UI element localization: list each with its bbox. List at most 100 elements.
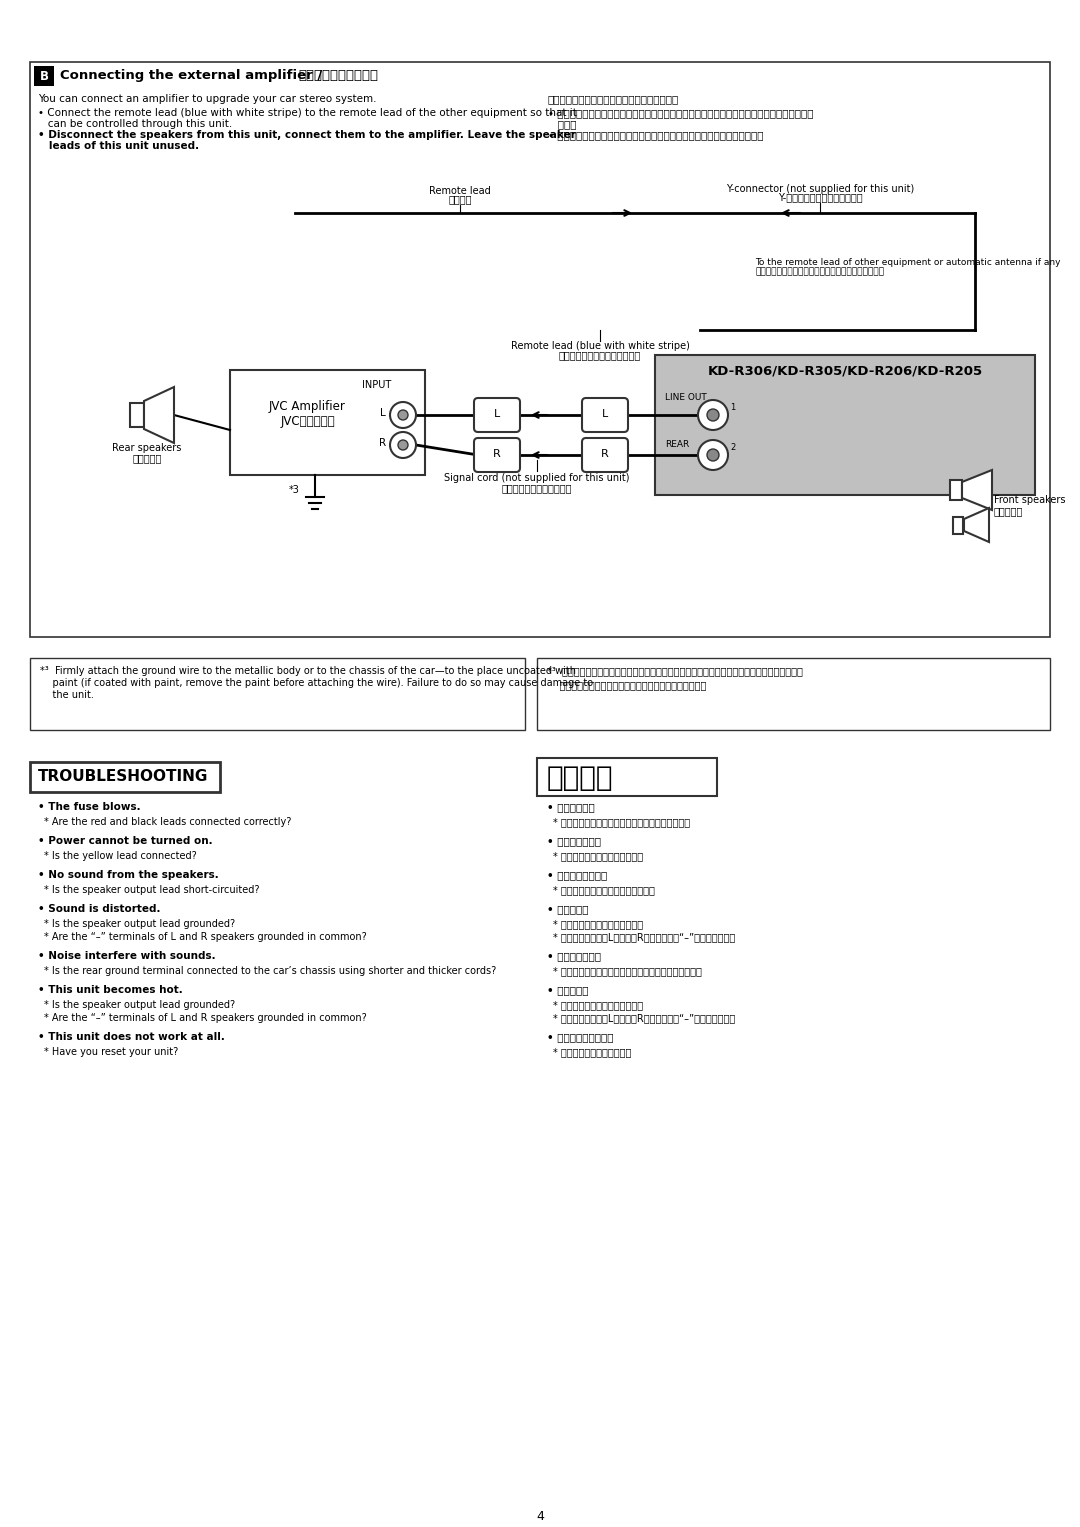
- Bar: [30, 658, 525, 730]
- Text: Remote lead: Remote lead: [429, 186, 491, 195]
- Text: 遠控導線: 遠控導線: [448, 194, 472, 205]
- Text: INPUT: INPUT: [363, 380, 392, 389]
- Text: • Power cannot be turned on.: • Power cannot be turned on.: [38, 835, 213, 846]
- Bar: [654, 354, 1035, 495]
- Polygon shape: [964, 508, 989, 542]
- Circle shape: [399, 440, 408, 450]
- Text: 後置揚聲器: 後置揚聲器: [133, 454, 162, 463]
- Text: 信號導線（不隨本機提供）: 信號導線（不隨本機提供）: [502, 483, 572, 493]
- Polygon shape: [962, 470, 993, 510]
- Circle shape: [390, 402, 416, 428]
- Text: * Have you reset your unit?: * Have you reset your unit?: [44, 1048, 178, 1057]
- Text: * 檢查揚聲器的左（L）、右（R）端子的負極“–”是否共同接地？: * 檢查揚聲器的左（L）、右（R）端子的負極“–”是否共同接地？: [553, 931, 735, 942]
- Circle shape: [707, 449, 719, 461]
- Text: Y-型連接導線（不隨本機提供）: Y-型連接導線（不隨本機提供）: [778, 192, 862, 202]
- Text: leads of this unit unused.: leads of this unit unused.: [38, 140, 199, 151]
- Text: To the remote lead of other equipment or automatic antenna if any: To the remote lead of other equipment or…: [755, 258, 1061, 267]
- Text: LINE OUT: LINE OUT: [665, 392, 706, 402]
- Text: • This unit becomes hot.: • This unit becomes hot.: [38, 985, 183, 996]
- Polygon shape: [144, 386, 174, 443]
- Text: *³  Firmly attach the ground wire to the metallic body or to the chassis of the : *³ Firmly attach the ground wire to the …: [40, 666, 576, 676]
- Bar: [537, 757, 717, 796]
- Circle shape: [707, 409, 719, 421]
- Text: * Are the “–” terminals of L and R speakers grounded in common?: * Are the “–” terminals of L and R speak…: [44, 931, 367, 942]
- Bar: [230, 370, 426, 475]
- Text: * 檢查揚聲器的左（L）、右（R）端子的負極“–”是否共同接地？: * 檢查揚聲器的左（L）、右（R）端子的負極“–”是否共同接地？: [553, 1012, 735, 1023]
- Text: • 將揚聲器和本機斷開，再接上功率放大器，將本機的揚聲器接線放置不用。: • 將揚聲器和本機斷開，再接上功率放大器，將本機的揚聲器接線放置不用。: [548, 130, 764, 140]
- Text: * Is the speaker output lead short-circuited?: * Is the speaker output lead short-circu…: [44, 886, 259, 895]
- Text: * 檢查紅色導線接頭和黑色導線接頭是否接線正確？: * 檢查紅色導線接頭和黑色導線接頭是否接線正確？: [553, 817, 690, 828]
- Text: • 保陽絲燒斷。: • 保陽絲燒斷。: [546, 802, 595, 812]
- Text: *3: *3: [289, 486, 300, 495]
- Text: * 後接地端子與車身是否是使用較短和較粗的電線連接？: * 後接地端子與車身是否是使用較短和較粗的電線連接？: [553, 967, 702, 976]
- Text: R: R: [494, 449, 501, 460]
- Text: REAR: REAR: [665, 440, 689, 449]
- Text: • This unit does not work at all.: • This unit does not work at all.: [38, 1032, 225, 1041]
- FancyArrow shape: [144, 402, 172, 429]
- Circle shape: [390, 432, 416, 458]
- Text: *³  將接地線牢固連接在汽車金屬賭體或底盤，連接處沒有油漆淊題（如果已湯上油漆，在連接電: *³ 將接地線牢固連接在汽車金屬賭體或底盤，連接處沒有油漆淊題（如果已湯上油漆，…: [546, 666, 802, 676]
- Text: * Is the rear ground terminal connected to the car’s chassis using shorter and t: * Is the rear ground terminal connected …: [44, 967, 496, 976]
- Bar: [30, 63, 1050, 637]
- Text: 4: 4: [536, 1510, 544, 1522]
- Text: • Disconnect the speakers from this unit, connect them to the amplifier. Leave t: • Disconnect the speakers from this unit…: [38, 130, 576, 140]
- Text: paint (if coated with paint, remove the paint before attaching the wire). Failur: paint (if coated with paint, remove the …: [40, 678, 593, 689]
- Text: 故障排除: 故障排除: [546, 764, 613, 793]
- Text: TROUBLESHOOTING: TROUBLESHOOTING: [38, 770, 208, 783]
- Bar: [130, 403, 144, 428]
- Text: L: L: [380, 408, 386, 418]
- FancyBboxPatch shape: [582, 438, 627, 472]
- Text: * Are the red and black leads connected correctly?: * Are the red and black leads connected …: [44, 817, 292, 828]
- Text: 2: 2: [730, 443, 735, 452]
- Text: • Noise interfere with sounds.: • Noise interfere with sounds.: [38, 951, 216, 960]
- Text: JVC Amplifier: JVC Amplifier: [269, 400, 346, 412]
- Bar: [953, 518, 963, 534]
- Text: R: R: [379, 438, 387, 447]
- Text: 連接至外部功率放大器: 連接至外部功率放大器: [298, 69, 378, 82]
- Text: 遠控導線（藍色帶有白色条絋）: 遠控導線（藍色帶有白色条絋）: [558, 350, 642, 360]
- Text: Remote lead (blue with white stripe): Remote lead (blue with white stripe): [511, 341, 689, 351]
- Text: * Is the speaker output lead grounded?: * Is the speaker output lead grounded?: [44, 1000, 235, 1009]
- Text: Signal cord (not supplied for this unit): Signal cord (not supplied for this unit): [444, 473, 630, 483]
- Text: Connecting the external amplifier /: Connecting the external amplifier /: [60, 69, 327, 82]
- Text: Rear speakers: Rear speakers: [112, 443, 181, 454]
- Text: * 檢查揚聲器輸出導線接頭是否短路？: * 檢查揚聲器輸出導線接頭是否短路？: [553, 886, 654, 895]
- Text: • Sound is distorted.: • Sound is distorted.: [38, 904, 161, 915]
- Text: L: L: [494, 409, 500, 418]
- Text: B: B: [40, 70, 49, 82]
- Text: 1: 1: [730, 403, 735, 412]
- Text: L: L: [602, 409, 608, 418]
- Text: * 檢查揚聲器輸出端子是否接地？: * 檢查揚聲器輸出端子是否接地？: [553, 919, 643, 928]
- Text: * Is the yellow lead connected?: * Is the yellow lead connected?: [44, 851, 197, 861]
- Text: Front speakers: Front speakers: [994, 495, 1066, 505]
- Text: • 將遠控導線（藍色帶有白色条絋）和其他裝置上的遠控導線連接起來，以便可以經由本機進行: • 將遠控導線（藍色帶有白色条絋）和其他裝置上的遠控導線連接起來，以便可以經由本…: [548, 108, 813, 118]
- Text: can be controlled through this unit.: can be controlled through this unit.: [38, 119, 232, 128]
- FancyBboxPatch shape: [474, 438, 519, 472]
- Text: • The fuse blows.: • The fuse blows.: [38, 802, 140, 812]
- Text: KD-R306/KD-R305/KD-R206/KD-R205: KD-R306/KD-R305/KD-R206/KD-R205: [707, 365, 983, 379]
- Text: * 您是否已經重置您的機組？: * 您是否已經重置您的機組？: [553, 1048, 632, 1057]
- Bar: [950, 479, 962, 499]
- Text: * 檢查揚聲器輸出端子是否接地？: * 檢查揚聲器輸出端子是否接地？: [553, 1000, 643, 1009]
- Text: • Connect the remote lead (blue with white stripe) to the remote lead of the oth: • Connect the remote lead (blue with whi…: [38, 108, 577, 118]
- FancyBboxPatch shape: [474, 399, 519, 432]
- Text: JVC功率放大器: JVC功率放大器: [280, 415, 335, 428]
- Text: * Are the “–” terminals of L and R speakers grounded in common?: * Are the “–” terminals of L and R speak…: [44, 1012, 367, 1023]
- Text: * Is the speaker output lead grounded?: * Is the speaker output lead grounded?: [44, 919, 235, 928]
- Text: 遠控。: 遠控。: [548, 119, 577, 128]
- FancyBboxPatch shape: [582, 399, 627, 432]
- Bar: [537, 658, 1050, 730]
- Text: 線前，將油漆剔除）。如果不這樣做，可能會損壞本機。: 線前，將油漆剔除）。如果不這樣做，可能會損壞本機。: [546, 680, 706, 690]
- Text: * 檢查黃色導線接頭是否已接上？: * 檢查黃色導線接頭是否已接上？: [553, 851, 643, 861]
- Circle shape: [399, 411, 408, 420]
- Text: • 聲音失真。: • 聲音失真。: [546, 904, 589, 915]
- Text: 您可以連接功率放大器以提升備車的音響系統。: 您可以連接功率放大器以提升備車的音響系統。: [548, 95, 679, 104]
- Text: • 電源不能接通。: • 電源不能接通。: [546, 835, 600, 846]
- Text: the unit.: the unit.: [40, 690, 94, 699]
- Text: Y-connector (not supplied for this unit): Y-connector (not supplied for this unit): [726, 183, 914, 194]
- Text: You can connect an amplifier to upgrade your car stereo system.: You can connect an amplifier to upgrade …: [38, 95, 377, 104]
- Circle shape: [698, 440, 728, 470]
- Text: • 揚聲器沒有聲音。: • 揚聲器沒有聲音。: [546, 870, 607, 880]
- Text: • 本機完全不能操作。: • 本機完全不能操作。: [546, 1032, 613, 1041]
- Text: R: R: [602, 449, 609, 460]
